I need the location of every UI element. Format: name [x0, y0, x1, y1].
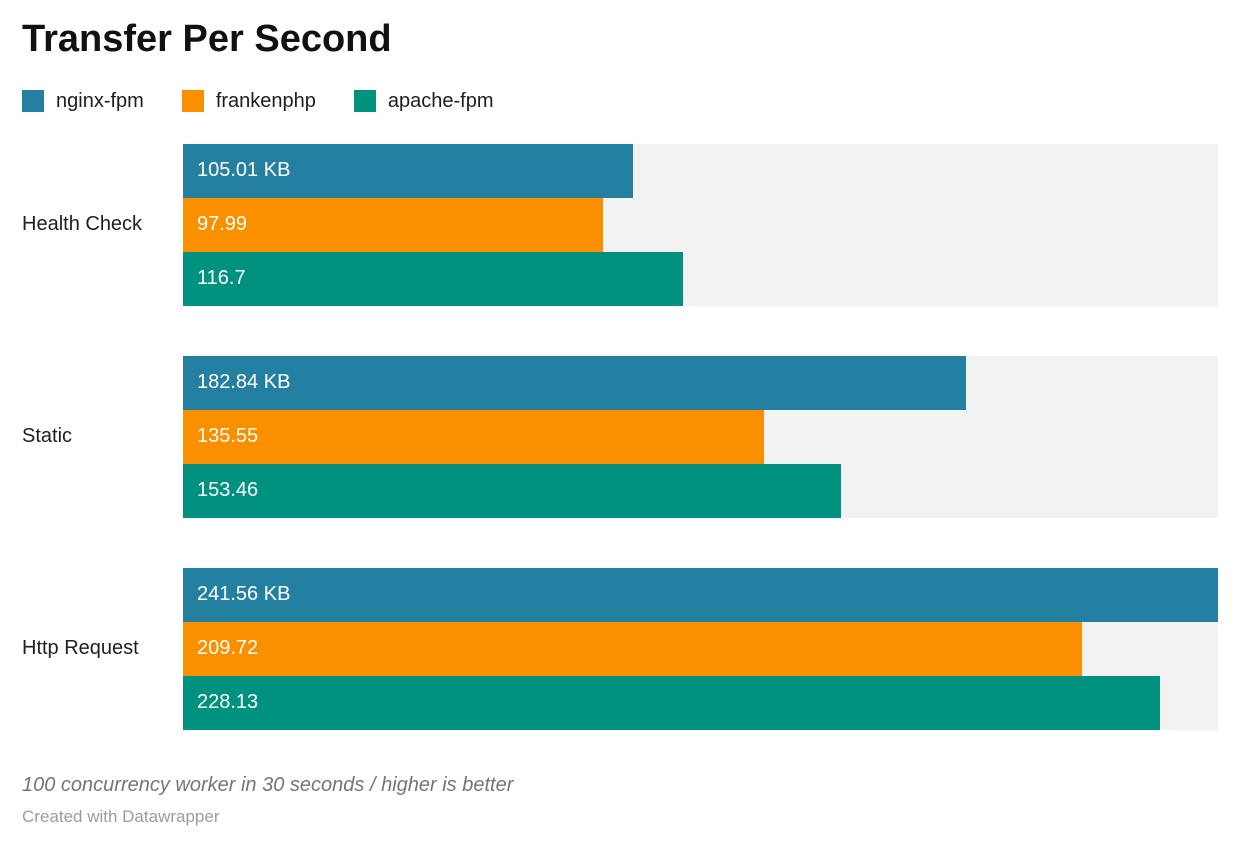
bar-track: 97.99 — [183, 197, 1218, 252]
category-label: Http Request — [22, 637, 139, 660]
bar-value-label: 105.01 KB — [197, 159, 291, 182]
chart-note: 100 concurrency worker in 30 seconds / h… — [22, 773, 514, 796]
bar-value-label: 241.56 KB — [197, 583, 291, 606]
bar-frankenphp: 97.99 — [183, 197, 603, 252]
chart-title: Transfer Per Second — [22, 18, 392, 60]
legend: nginx-fpm frankenphp apache-fpm — [22, 89, 1218, 112]
bar-apache-fpm: 116.7 — [183, 251, 684, 306]
bar-track: 228.13 — [183, 675, 1218, 730]
legend-label: apache-fpm — [387, 89, 494, 112]
bar-track: 116.7 — [183, 251, 1218, 306]
bars-container: 105.01 KB 97.99 116.7 — [183, 143, 1218, 306]
category-group: Http Request 241.56 KB 209.72 228.13 — [22, 567, 1218, 730]
bar-frankenphp: 209.72 — [183, 621, 1082, 676]
bar-track: 153.46 — [183, 463, 1218, 518]
bar-frankenphp: 135.55 — [183, 409, 764, 464]
bar-nginx-fpm: 182.84 KB — [183, 355, 967, 410]
bar-chart: Health Check 105.01 KB 97.99 116.7 Static 182… — [22, 143, 1218, 730]
legend-label: nginx-fpm — [56, 89, 144, 112]
legend-label: frankenphp — [215, 89, 316, 112]
legend-swatch-icon — [22, 89, 44, 112]
legend-swatch-icon — [181, 89, 204, 112]
legend-item-nginx-fpm: nginx-fpm — [22, 89, 144, 112]
bar-nginx-fpm: 241.56 KB — [183, 567, 1218, 622]
category-group: Health Check 105.01 KB 97.99 116.7 — [22, 143, 1218, 306]
bar-value-label: 153.46 — [197, 479, 259, 502]
bar-value-label: 135.55 — [197, 425, 259, 448]
bar-apache-fpm: 153.46 — [183, 463, 841, 518]
bar-value-label: 182.84 KB — [197, 371, 291, 394]
bar-value-label: 209.72 — [197, 637, 259, 660]
bar-value-label: 97.99 — [197, 213, 248, 236]
bar-value-label: 228.13 — [197, 691, 259, 714]
category-group: Static 182.84 KB 135.55 153.46 — [22, 355, 1218, 518]
bars-container: 182.84 KB 135.55 153.46 — [183, 355, 1218, 518]
bar-track: 209.72 — [183, 621, 1218, 676]
bar-track: 105.01 KB — [183, 143, 1218, 198]
bar-value-label: 116.7 — [197, 267, 246, 290]
bars-container: 241.56 KB 209.72 228.13 — [183, 567, 1218, 730]
category-label: Health Check — [22, 213, 143, 236]
bar-nginx-fpm: 105.01 KB — [183, 143, 633, 198]
legend-swatch-icon — [353, 89, 376, 112]
legend-item-apache-fpm: apache-fpm — [353, 89, 494, 112]
bar-track: 135.55 — [183, 409, 1218, 464]
bar-track: 241.56 KB — [183, 567, 1218, 622]
bar-apache-fpm: 228.13 — [183, 675, 1161, 730]
bar-track: 182.84 KB — [183, 355, 1218, 410]
attribution-text: Created with Datawrapper — [22, 806, 220, 826]
category-label: Static — [22, 425, 73, 448]
legend-item-frankenphp: frankenphp — [181, 89, 316, 112]
